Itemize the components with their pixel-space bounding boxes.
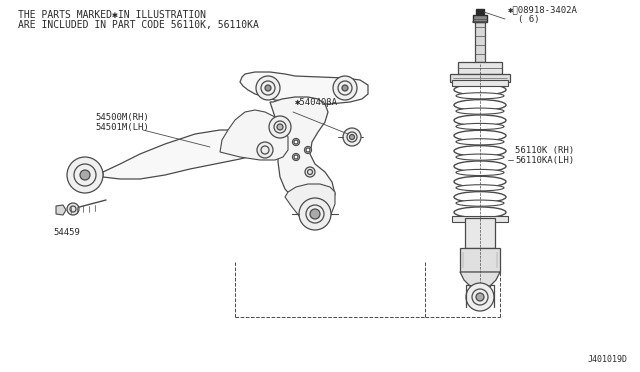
Circle shape (342, 85, 348, 91)
Circle shape (80, 170, 90, 180)
FancyBboxPatch shape (475, 22, 485, 62)
Circle shape (476, 293, 484, 301)
Circle shape (349, 135, 355, 140)
Ellipse shape (456, 169, 504, 176)
FancyBboxPatch shape (452, 80, 508, 86)
Text: 56110KA(LH): 56110KA(LH) (515, 156, 574, 165)
Ellipse shape (456, 108, 504, 114)
Polygon shape (56, 205, 66, 215)
Ellipse shape (456, 154, 504, 160)
Circle shape (292, 138, 300, 145)
Circle shape (299, 198, 331, 230)
FancyBboxPatch shape (460, 248, 500, 272)
Circle shape (292, 154, 300, 160)
Circle shape (67, 157, 103, 193)
Polygon shape (240, 72, 368, 104)
Circle shape (310, 209, 320, 219)
Ellipse shape (456, 200, 504, 206)
Text: ( 6): ( 6) (518, 15, 540, 24)
Ellipse shape (456, 139, 504, 145)
Circle shape (333, 76, 357, 100)
FancyBboxPatch shape (452, 216, 508, 222)
Text: 56110K (RH): 56110K (RH) (515, 146, 574, 155)
Text: 54501M(LH): 54501M(LH) (95, 123, 148, 132)
Text: 54500M(RH): 54500M(RH) (95, 113, 148, 122)
Circle shape (257, 142, 273, 158)
Circle shape (343, 128, 361, 146)
Text: 54459: 54459 (53, 228, 80, 237)
Text: ✱54040βA: ✱54040βA (295, 98, 338, 107)
Polygon shape (460, 272, 500, 286)
Ellipse shape (456, 185, 504, 191)
Text: J401019D: J401019D (588, 355, 628, 364)
FancyBboxPatch shape (473, 15, 487, 22)
FancyBboxPatch shape (476, 9, 484, 14)
Circle shape (256, 76, 280, 100)
FancyBboxPatch shape (458, 62, 502, 74)
Circle shape (305, 167, 315, 177)
Circle shape (67, 203, 79, 215)
Text: ✱Ⓚ08918-3402A: ✱Ⓚ08918-3402A (508, 5, 578, 14)
FancyBboxPatch shape (450, 74, 510, 82)
Circle shape (265, 85, 271, 91)
Ellipse shape (456, 124, 504, 129)
Polygon shape (270, 97, 335, 212)
Circle shape (277, 124, 283, 130)
Circle shape (466, 283, 494, 311)
FancyBboxPatch shape (465, 218, 495, 248)
Circle shape (305, 147, 312, 154)
Text: ARE INCLUDED IN PART CODE 56110K, 56110KA: ARE INCLUDED IN PART CODE 56110K, 56110K… (18, 20, 259, 30)
Polygon shape (220, 110, 288, 160)
Ellipse shape (456, 93, 504, 99)
Circle shape (269, 116, 291, 138)
Text: THE PARTS MARKED✱IN ILLUSTRATION: THE PARTS MARKED✱IN ILLUSTRATION (18, 10, 206, 20)
Polygon shape (285, 184, 335, 227)
Polygon shape (103, 130, 278, 179)
